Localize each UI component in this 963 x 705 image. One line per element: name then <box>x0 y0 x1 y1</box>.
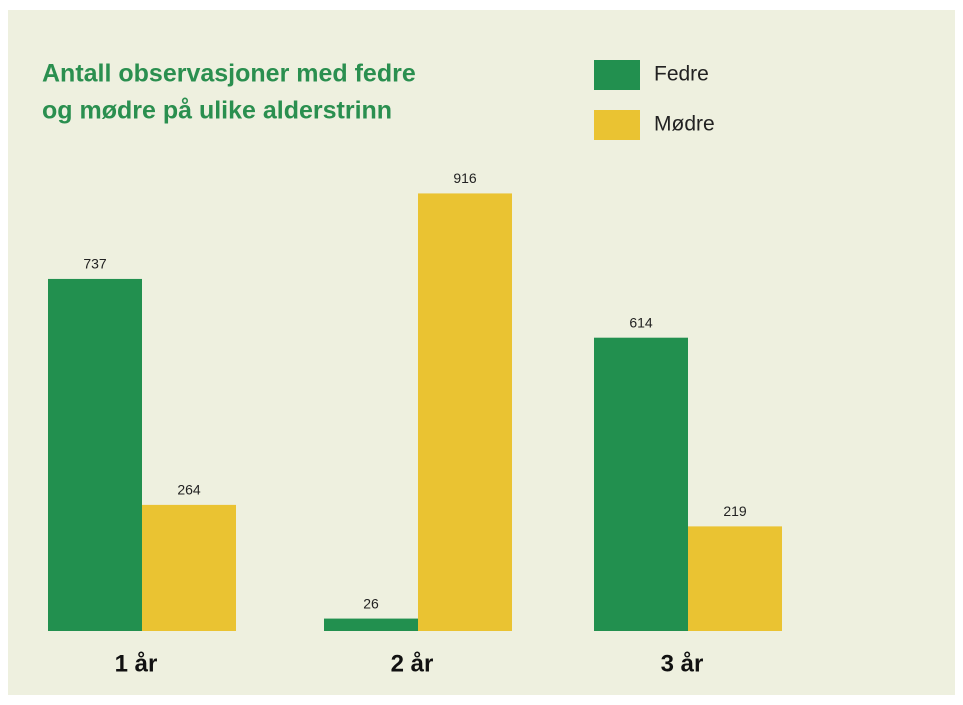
x-tick-label: 1 år <box>115 650 158 677</box>
x-tick-label: 2 år <box>391 650 434 677</box>
bar <box>418 193 512 631</box>
bar <box>688 526 782 631</box>
legend-swatch <box>594 60 640 90</box>
value-label: 26 <box>363 595 379 611</box>
value-label: 737 <box>83 256 107 272</box>
bar <box>48 279 142 631</box>
chart: Antall observasjoner med fedre og mødre … <box>0 0 963 705</box>
x-tick-label: 3 år <box>661 650 704 677</box>
bar <box>594 338 688 631</box>
value-label: 219 <box>723 503 747 519</box>
bar <box>324 619 418 631</box>
legend-swatch <box>594 110 640 140</box>
bar <box>142 505 236 631</box>
legend-label: Mødre <box>654 113 715 136</box>
legend-label: Fedre <box>654 63 709 86</box>
value-label: 264 <box>177 482 201 498</box>
value-label: 614 <box>629 314 653 330</box>
chart-title: Antall observasjoner med fedre <box>42 60 416 88</box>
value-label: 916 <box>453 170 477 186</box>
chart-title: og mødre på ulike alderstrinn <box>42 97 392 125</box>
